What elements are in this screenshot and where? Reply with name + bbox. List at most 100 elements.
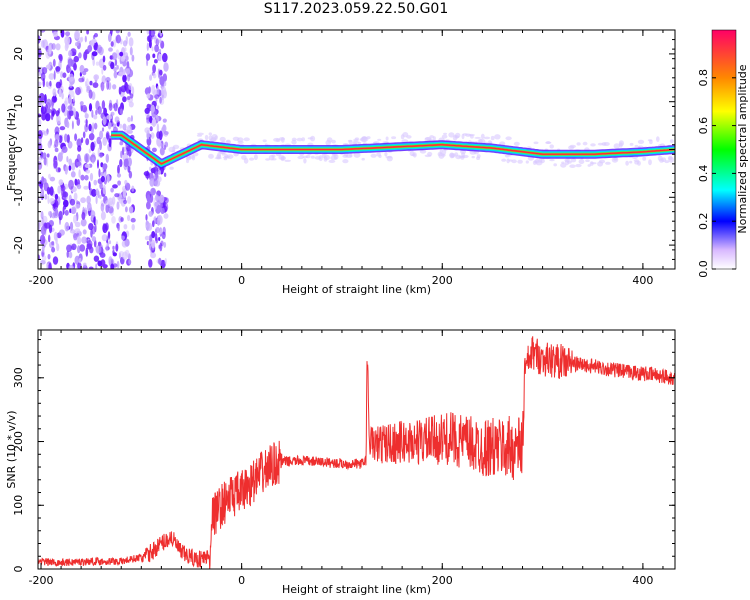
noise-blob [110, 187, 114, 193]
haze-blob [314, 156, 322, 160]
noise-blob [74, 228, 81, 234]
noise-blob [64, 97, 69, 105]
noise-blob [98, 168, 101, 178]
noise-blob [116, 173, 122, 178]
noise-blob [146, 42, 149, 51]
noise-blob [128, 101, 134, 108]
haze-blob [169, 166, 174, 170]
haze-blob [384, 151, 388, 157]
haze-blob [249, 157, 255, 161]
noise-blob [68, 50, 73, 57]
haze-blob [637, 139, 645, 144]
noise-blob [124, 47, 127, 52]
haze-blob [197, 132, 204, 136]
noise-blob [97, 260, 103, 267]
noise-blob [68, 179, 74, 190]
haze-blob [191, 154, 196, 161]
noise-blob [159, 39, 162, 44]
noise-blob [95, 109, 98, 116]
noise-blob [66, 110, 69, 120]
noise-blob [88, 181, 91, 191]
noise-blob [48, 234, 51, 243]
noise-blob [66, 121, 70, 129]
noise-blob [152, 73, 157, 79]
noise-blob [45, 64, 51, 70]
noise-blob [156, 123, 160, 133]
haze-blob [603, 142, 610, 146]
noise-blob [46, 108, 52, 114]
noise-blob [162, 52, 168, 63]
haze-blob [307, 137, 314, 140]
y-axis-label: Frequency (Hz) [5, 108, 18, 191]
haze-blob [186, 159, 189, 164]
noise-blob [152, 64, 157, 73]
noise-blob [59, 126, 66, 131]
noise-blob [128, 83, 133, 91]
haze-blob [331, 139, 336, 144]
noise-blob [58, 107, 61, 114]
noise-blob [154, 233, 158, 242]
noise-blob [95, 219, 98, 225]
haze-blob [648, 159, 652, 166]
haze-blob [578, 159, 585, 165]
noise-blob [58, 167, 61, 173]
noise-blob [95, 188, 99, 196]
noise-blob [77, 245, 81, 254]
haze-blob [570, 158, 577, 163]
y-tick-label: 0 [12, 566, 25, 573]
haze-blob [629, 142, 634, 146]
noise-blob [117, 180, 121, 186]
haze-blob [427, 151, 433, 157]
noise-blob [77, 236, 82, 245]
noise-blob [91, 236, 97, 242]
haze-blob [575, 163, 582, 168]
noise-blob [53, 160, 58, 169]
noise-blob [101, 67, 104, 75]
noise-blob [154, 201, 159, 207]
haze-blob [443, 132, 448, 135]
noise-blob [106, 132, 110, 140]
ridge-core [111, 134, 675, 165]
noise-blob [73, 214, 77, 224]
noise-blob [126, 60, 130, 70]
haze-blob [597, 161, 604, 167]
noise-blob [118, 86, 122, 95]
noise-blob [73, 55, 80, 63]
noise-blob [151, 118, 157, 127]
haze-blob [664, 160, 670, 164]
noise-blob [120, 217, 124, 222]
noise-blob [154, 194, 160, 202]
haze-blob [494, 134, 501, 140]
haze-blob [301, 137, 306, 142]
haze-blob [590, 143, 596, 147]
noise-blob [38, 156, 44, 161]
noise-blob [51, 247, 56, 253]
noise-blob [128, 170, 133, 179]
x-axis-label: Height of straight line (km) [282, 283, 431, 296]
noise-blob [128, 206, 134, 214]
noise-blob [110, 30, 113, 35]
haze-blob [605, 161, 611, 165]
noise-blob [77, 145, 82, 152]
noise-blob [67, 141, 73, 149]
noise-blob [76, 184, 82, 190]
noise-blob [105, 153, 110, 163]
noise-blob [88, 103, 93, 112]
haze-blob [232, 136, 240, 141]
noise-blob [107, 197, 113, 206]
noise-blob [60, 71, 64, 78]
noise-blob [161, 93, 165, 101]
noise-blob [125, 206, 128, 213]
noise-blob [130, 115, 133, 122]
noise-blob [119, 123, 123, 129]
haze-blob [535, 160, 543, 166]
noise-blob [78, 169, 81, 178]
noise-blob [54, 147, 59, 153]
noise-blob [120, 235, 125, 241]
snr-plot [38, 336, 675, 569]
noise-blob [64, 209, 69, 216]
colorbar-tick-label: 0.0 [697, 260, 710, 278]
noise-blob [86, 30, 89, 35]
noise-blob [105, 76, 111, 83]
noise-blob [124, 179, 128, 185]
